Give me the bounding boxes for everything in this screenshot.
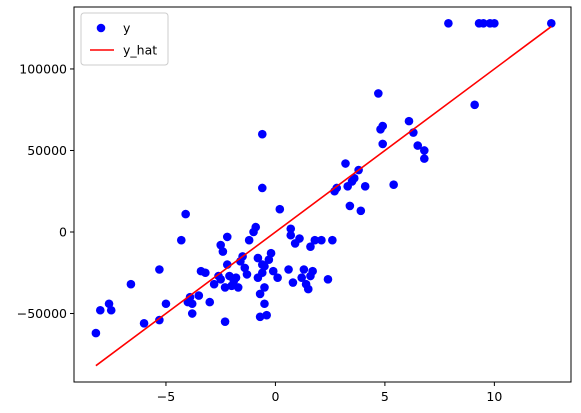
data-point — [95, 305, 105, 315]
data-point — [209, 279, 219, 289]
x-tick-label: 0 — [271, 389, 279, 404]
data-point — [255, 312, 265, 322]
data-point — [268, 266, 278, 276]
data-point — [139, 319, 149, 328]
data-point — [257, 268, 267, 278]
data-point — [251, 222, 261, 232]
data-point — [356, 206, 366, 216]
data-point — [286, 230, 296, 240]
data-point — [323, 274, 333, 284]
data-point — [444, 19, 453, 28]
data-point — [297, 273, 307, 282]
x-axis-ticks: −5 0 5 10 — [157, 382, 502, 404]
data-point — [479, 19, 488, 28]
data-point — [413, 141, 423, 150]
data-point — [255, 289, 265, 299]
y-axis-ticks: −50000 0 50000 100000 — [17, 61, 74, 321]
data-point — [360, 182, 370, 191]
plot-area — [91, 19, 556, 367]
data-point — [155, 315, 164, 325]
data-point — [420, 154, 429, 163]
data-point — [106, 305, 116, 315]
data-point — [253, 253, 263, 263]
data-point — [275, 204, 285, 214]
data-point — [420, 146, 429, 155]
data-point — [266, 248, 276, 258]
data-point — [260, 283, 269, 292]
legend: y y_hat — [80, 12, 169, 66]
data-point — [308, 266, 317, 276]
data-point — [260, 261, 269, 271]
data-point — [233, 283, 243, 292]
axes-frame — [73, 6, 572, 383]
data-point — [286, 224, 296, 234]
data-point — [104, 299, 114, 309]
data-point — [231, 273, 241, 282]
data-point — [216, 274, 225, 284]
data-point — [389, 180, 398, 190]
fit-line — [95, 25, 552, 367]
data-point — [205, 297, 215, 307]
data-point — [349, 173, 359, 183]
legend-label-y-hat: y_hat — [123, 43, 157, 58]
data-point — [262, 310, 271, 320]
data-point — [264, 255, 274, 265]
data-point — [299, 265, 309, 274]
data-point — [470, 100, 479, 110]
x-tick-label: −5 — [157, 389, 175, 404]
data-point — [328, 235, 337, 245]
data-point — [257, 129, 267, 139]
data-point — [317, 235, 326, 245]
legend-label-y: y — [123, 21, 131, 36]
data-point — [218, 247, 228, 256]
y-tick-label: 0 — [59, 225, 67, 240]
data-point — [240, 263, 250, 273]
data-point — [220, 283, 230, 292]
data-point — [546, 19, 556, 28]
x-tick-label: 10 — [486, 389, 502, 404]
data-point — [374, 89, 383, 98]
data-point — [220, 317, 230, 326]
data-point — [176, 235, 186, 245]
data-point — [295, 234, 304, 243]
data-point — [378, 121, 388, 131]
x-tick-label: 5 — [381, 389, 389, 404]
data-point — [404, 116, 414, 126]
data-point — [187, 309, 197, 318]
y-tick-label: −50000 — [17, 306, 67, 321]
data-point — [126, 279, 136, 289]
data-point — [187, 299, 197, 309]
data-point — [341, 159, 350, 168]
data-point — [273, 273, 282, 282]
data-point — [306, 242, 315, 251]
data-point — [345, 201, 355, 211]
y-tick-label: 100000 — [19, 61, 67, 76]
y-tick-label: 50000 — [27, 143, 67, 158]
data-point — [194, 291, 204, 300]
axes — [73, 6, 572, 383]
data-point — [216, 240, 225, 250]
data-point — [260, 299, 269, 309]
data-point — [310, 235, 320, 245]
data-point — [185, 292, 195, 302]
data-point — [91, 328, 101, 338]
data-point — [257, 183, 267, 193]
data-point — [332, 183, 342, 193]
data-point — [378, 139, 388, 149]
data-point — [284, 265, 293, 274]
data-point — [288, 278, 298, 287]
data-point — [222, 232, 232, 242]
data-point — [303, 284, 313, 294]
legend-marker-y — [96, 23, 106, 33]
data-point — [242, 270, 252, 279]
data-point — [490, 19, 499, 28]
data-point — [201, 268, 210, 278]
data-point — [181, 209, 190, 219]
data-point — [244, 235, 254, 245]
data-point — [155, 265, 164, 274]
data-point — [161, 299, 171, 309]
